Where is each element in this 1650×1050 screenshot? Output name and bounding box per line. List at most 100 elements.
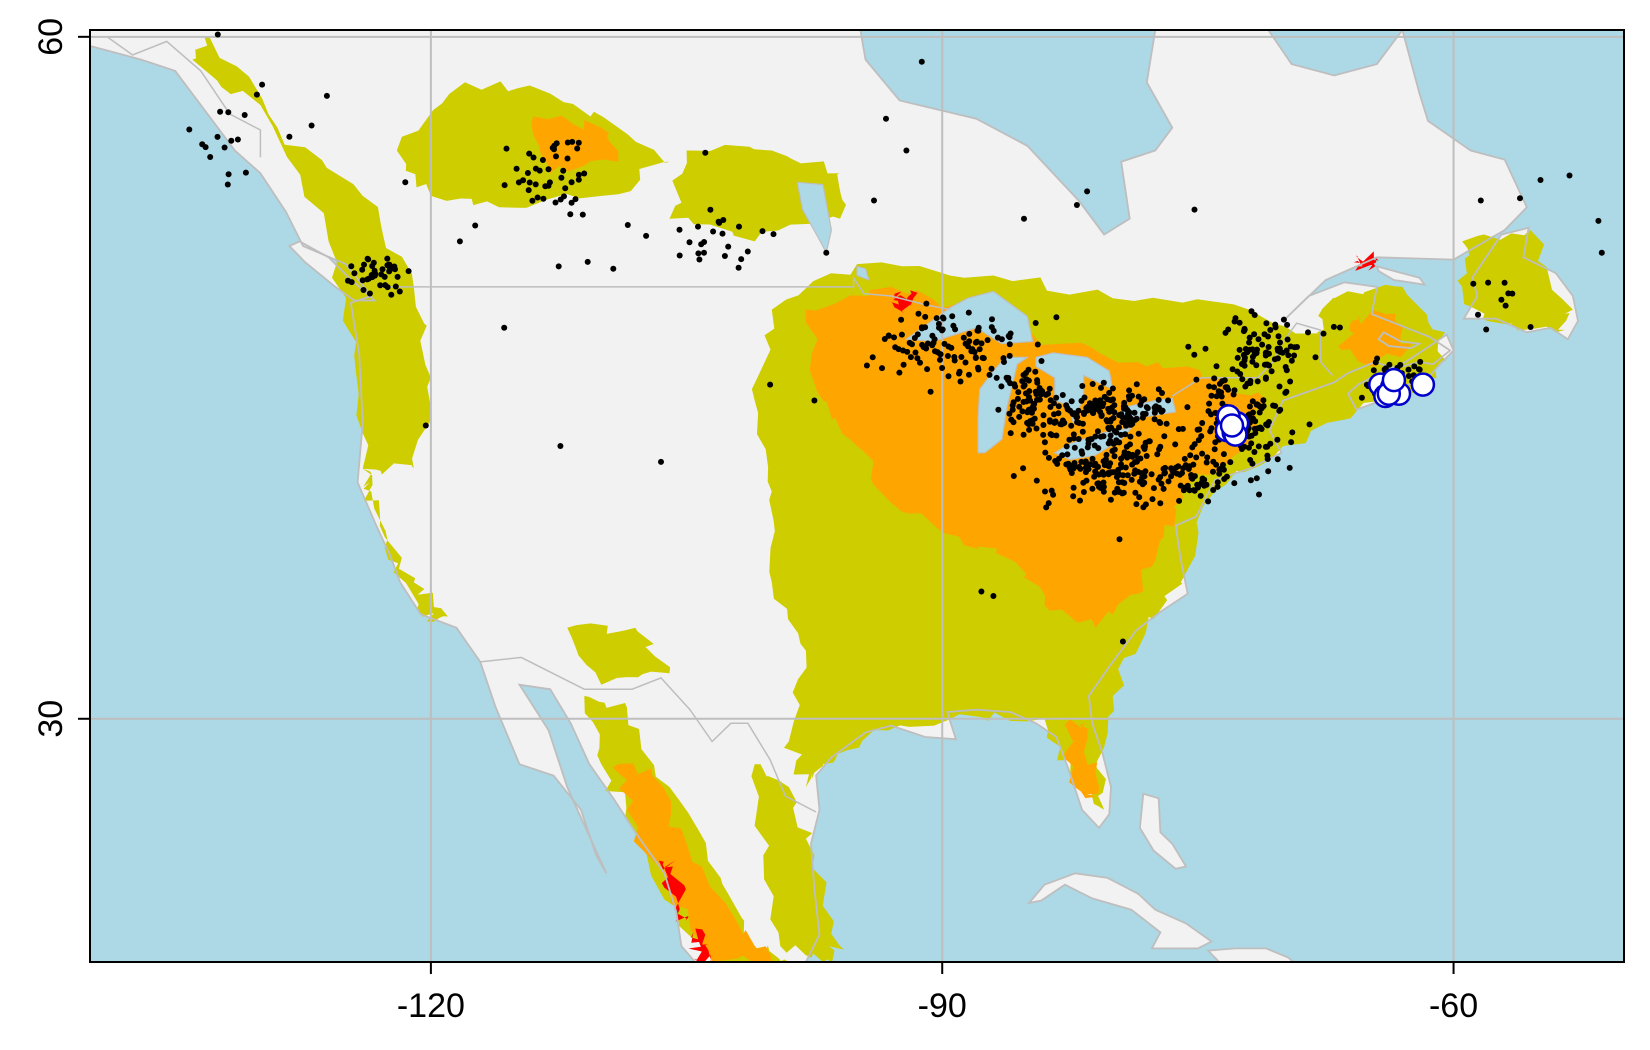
- occurrence-point: [1250, 347, 1257, 354]
- occurrence-point: [359, 277, 366, 284]
- occurrence-point: [744, 248, 751, 255]
- occurrence-point: [1063, 443, 1070, 450]
- occurrence-point: [1280, 316, 1287, 323]
- occurrence-point: [702, 149, 709, 156]
- x-axis: -120 -90 -60: [397, 962, 1478, 1025]
- occurrence-point: [1198, 433, 1205, 440]
- occurrence-point: [949, 313, 956, 320]
- occurrence-point: [392, 283, 399, 290]
- occurrence-point: [1208, 392, 1215, 399]
- occurrence-point: [515, 179, 522, 186]
- suitability-low-california-coast: [362, 468, 448, 622]
- occurrence-point: [924, 366, 931, 373]
- occurrence-point: [1110, 415, 1117, 421]
- occurrence-point: [1199, 420, 1206, 426]
- occurrence-point: [1253, 475, 1260, 482]
- occurrence-point: [540, 195, 547, 202]
- occurrence-point: [553, 153, 559, 160]
- occurrence-point: [1040, 412, 1047, 419]
- occurrence-point: [1282, 389, 1289, 396]
- suitability-low-southwest-patch: [567, 623, 671, 685]
- occurrence-point: [560, 167, 567, 174]
- occurrence-point: [1277, 349, 1284, 355]
- occurrence-point: [1080, 479, 1087, 486]
- occurrence-point: [1120, 452, 1127, 459]
- occurrence-point: [698, 241, 705, 248]
- occurrence-point: [386, 266, 393, 273]
- occurrence-point: [361, 261, 367, 268]
- occurrence-point: [1131, 409, 1138, 416]
- occurrence-point: [1001, 359, 1007, 365]
- occurrence-point: [1007, 330, 1014, 337]
- occurrence-point: [1021, 215, 1027, 222]
- occurrence-point: [1135, 430, 1142, 437]
- occurrence-point: [979, 354, 986, 361]
- occurrence-point: [906, 339, 913, 346]
- occurrence-point: [1127, 433, 1134, 440]
- border-alaska-canada: [90, 36, 262, 158]
- occurrence-point: [624, 222, 631, 228]
- occurrence-point: [1134, 449, 1141, 456]
- occurrence-point: [965, 309, 972, 316]
- occurrence-point: [1206, 400, 1213, 407]
- occurrence-point: [1225, 386, 1232, 393]
- occurrence-point: [966, 371, 972, 378]
- occurrence-point: [1241, 362, 1248, 369]
- occurrence-point: [1126, 412, 1132, 419]
- occurrence-point: [1202, 345, 1209, 352]
- occurrence-point: [1007, 430, 1014, 437]
- occurrence-point: [234, 136, 241, 143]
- suitability-high-mexico-red-2: [688, 928, 711, 962]
- occurrence-point: [572, 196, 579, 203]
- suitability-low-mexico-sierra: [584, 696, 789, 962]
- occurrence-point: [1598, 249, 1605, 256]
- occurrence-point: [569, 138, 576, 145]
- occurrence-point: [1405, 366, 1412, 373]
- occurrence-point: [1015, 389, 1022, 396]
- occurrence-point: [1097, 433, 1104, 440]
- occurrence-point: [186, 126, 193, 133]
- occurrence-point: [575, 176, 582, 183]
- occurrence-point: [1098, 384, 1104, 391]
- occurrence-point: [1022, 390, 1029, 397]
- occurrence-point: [1050, 491, 1057, 498]
- occurrence-point: [567, 211, 574, 218]
- occurrence-point: [1126, 387, 1133, 394]
- occurrence-point: [1042, 488, 1048, 495]
- occurrence-point: [396, 288, 403, 295]
- occurrence-point: [1306, 421, 1313, 428]
- occurrence-point: [898, 316, 905, 323]
- occurrence-point: [224, 181, 231, 188]
- occurrence-point: [1108, 404, 1115, 411]
- occurrence-point: [1106, 408, 1113, 415]
- occurrence-point: [945, 373, 952, 380]
- occurrence-point: [253, 91, 260, 98]
- occurrence-point: [1505, 290, 1512, 297]
- occurrence-point: [562, 185, 569, 192]
- occurrence-point: [1155, 396, 1162, 403]
- occurrence-point: [1181, 455, 1188, 462]
- occurrence-point: [1100, 483, 1107, 490]
- occurrence-point: [969, 346, 976, 353]
- occurrence-point: [1040, 431, 1047, 438]
- occurrence-point: [1051, 419, 1058, 426]
- occurrence-point: [1172, 441, 1179, 448]
- x-tick-label: -120: [397, 987, 465, 1025]
- occurrence-point: [1276, 407, 1283, 414]
- occurrence-point: [1229, 366, 1236, 373]
- occurrence-point: [686, 239, 693, 246]
- occurrence-point: [974, 327, 981, 334]
- occurrence-point: [503, 145, 510, 152]
- occurrence-point: [1199, 450, 1206, 457]
- highlighted-points: [1214, 367, 1436, 447]
- occurrence-point: [1249, 460, 1256, 467]
- occurrence-point: [1251, 425, 1258, 432]
- occurrence-point: [391, 263, 398, 270]
- occurrence-point: [1034, 379, 1041, 386]
- occurrence-point: [975, 364, 981, 371]
- occurrence-point: [1092, 397, 1099, 404]
- border-us-mexico: [480, 656, 817, 813]
- land-jamaica: [1142, 980, 1178, 996]
- occurrence-point: [1099, 403, 1106, 410]
- occurrence-point: [1253, 401, 1260, 408]
